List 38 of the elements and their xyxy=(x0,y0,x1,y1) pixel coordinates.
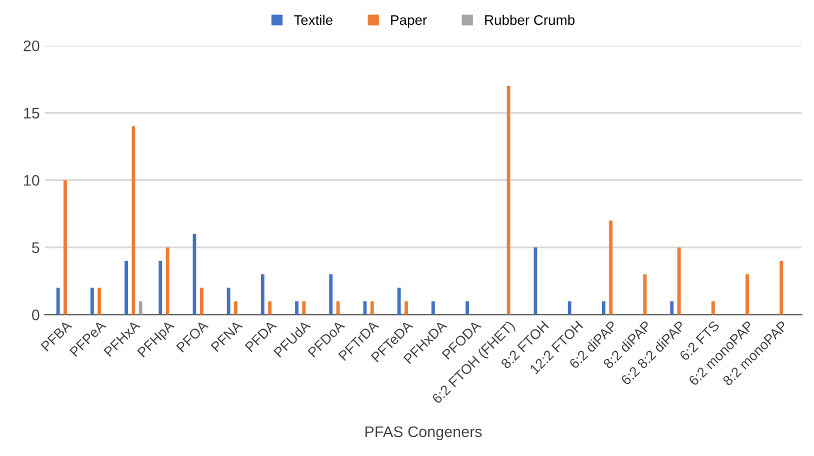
bar xyxy=(329,274,333,315)
bar xyxy=(226,288,230,315)
bar xyxy=(260,274,264,315)
legend-label: Paper xyxy=(391,15,427,28)
bar xyxy=(609,220,613,315)
y-tick-label: 0 xyxy=(32,310,40,320)
y-tick-label: 5 xyxy=(32,242,40,254)
bar xyxy=(780,260,784,315)
bar xyxy=(711,301,715,315)
bar xyxy=(268,301,272,315)
y-tick-label: 20 xyxy=(24,40,40,52)
bar xyxy=(295,301,298,315)
bar xyxy=(370,301,374,315)
bar xyxy=(746,274,749,315)
bar xyxy=(200,288,204,315)
bar xyxy=(431,301,435,315)
bar xyxy=(56,288,60,315)
bar xyxy=(466,301,469,315)
bar xyxy=(302,301,306,315)
bar xyxy=(64,180,67,315)
bar xyxy=(158,260,162,315)
bar xyxy=(234,301,238,315)
bar xyxy=(132,126,136,315)
legend-label: Textile xyxy=(294,14,332,25)
x-axis-title: PFAS Congeners xyxy=(366,426,482,440)
bar xyxy=(90,288,94,315)
bar xyxy=(404,301,408,315)
bar xyxy=(124,260,128,315)
bar xyxy=(98,288,102,315)
y-tick-label: 10 xyxy=(24,174,40,186)
legend-label: Rubber Crumb xyxy=(485,14,575,25)
bar xyxy=(397,288,401,315)
bar xyxy=(643,274,647,315)
y-tick-label: 15 xyxy=(24,108,40,119)
bar xyxy=(670,301,674,315)
bar xyxy=(138,301,142,315)
bar xyxy=(568,301,572,315)
bar xyxy=(602,301,606,315)
